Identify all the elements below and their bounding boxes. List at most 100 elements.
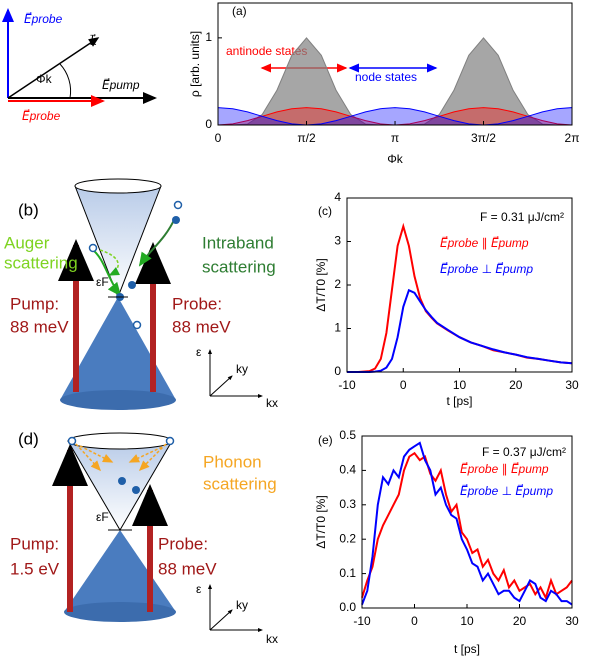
axis-label: ky: [236, 598, 248, 612]
y-tick-label: 0.5: [339, 428, 356, 442]
y-tick-label: 4: [334, 190, 341, 204]
y-axis-label: ΔT/T0 [%]: [314, 495, 328, 548]
y-axis-label: ρ [arb. units]: [188, 31, 202, 97]
carrier: [132, 486, 140, 494]
vector-label: E⃗pump: [102, 78, 140, 92]
cone-top: [74, 178, 162, 194]
y-tick-label: 3: [334, 234, 341, 248]
y-tick-label: 2: [334, 277, 341, 291]
arrow: [128, 446, 163, 463]
arrow: [79, 445, 114, 463]
x-tick-label: 3π/2: [471, 131, 496, 145]
angle-arc: [59, 63, 72, 99]
arrow: [138, 443, 167, 472]
label: Pump:: [10, 294, 59, 313]
panel-d: (d) Phonon scattering Pump: 1.5 eV Probe…: [10, 429, 278, 646]
carrier: [173, 200, 183, 210]
x-tick-label: 20: [509, 378, 523, 392]
axis-label: ε: [196, 345, 202, 359]
series-line: [347, 288, 573, 373]
label: 88 meV: [10, 317, 69, 336]
legend-label: E⃗probe ⊥ E⃗pump: [460, 484, 553, 498]
label: Intraband: [202, 233, 274, 252]
series-line: [217, 107, 573, 126]
carrier: [165, 436, 175, 446]
upper-cone: [74, 185, 162, 299]
panel-label: (d): [18, 429, 39, 448]
annotation: F = 0.37 μJ/cm²: [482, 445, 566, 459]
angle-label: Φk: [36, 72, 53, 86]
axis-label: kx: [266, 632, 278, 646]
y-tick-label: 0.3: [339, 497, 356, 511]
x-tick-label: 0: [400, 378, 407, 392]
upper-cone: [67, 440, 173, 531]
y-tick-label: 1: [205, 30, 212, 44]
panel-label: (a): [232, 4, 247, 18]
x-tick-label: π/2: [297, 131, 316, 145]
label: scattering: [4, 253, 78, 272]
annotation: node states: [355, 70, 417, 84]
y-axis-label: ΔT/T0 [%]: [314, 258, 328, 311]
arrow: [75, 443, 102, 472]
series-line: [217, 107, 573, 126]
x-tick-label: 0: [215, 131, 222, 145]
arrow: [7, 37, 100, 99]
legend-label: E⃗probe ⊥ E⃗pump: [440, 262, 533, 276]
vector-diagram: E⃗probe k⃗ Φk E⃗pump E⃗probe: [1, 8, 157, 123]
legend-label: E⃗probe ∥ E⃗pump: [440, 236, 529, 250]
label: 88 meV: [172, 317, 231, 336]
x-tick-label: -10: [338, 378, 356, 392]
scatter-arrow: [138, 217, 176, 267]
vector-label: E⃗probe: [24, 12, 63, 26]
y-tick-label: 0.1: [339, 566, 356, 580]
carrier: [172, 216, 180, 224]
axis: [209, 375, 233, 397]
x-axis-label: t [ps]: [454, 642, 480, 656]
axis-label: kx: [266, 396, 278, 410]
annotation: F = 0.31 μJ/cm²: [480, 210, 564, 224]
carrier: [118, 477, 126, 485]
panel-b: (b) Auger scattering Intraband scatterin…: [4, 178, 278, 410]
label: Probe:: [158, 534, 208, 553]
x-tick-label: -10: [353, 614, 371, 628]
label: scattering: [202, 257, 276, 276]
y-tick-label: 0.4: [339, 463, 356, 477]
x-tick-label: 30: [565, 378, 579, 392]
series-line: [361, 451, 573, 601]
carrier: [132, 320, 142, 330]
panel-label: (c): [318, 204, 332, 218]
series-line: [361, 441, 573, 606]
label: scattering: [203, 474, 277, 493]
y-tick-label: 0.0: [339, 600, 356, 614]
label: Pump:: [10, 534, 59, 553]
x-tick-label: 10: [460, 614, 474, 628]
lower-cone: [60, 297, 176, 400]
scatter-arrow: [99, 249, 121, 276]
cone-top: [67, 432, 173, 450]
label: 1.5 eV: [10, 559, 60, 578]
x-axis-label: Φk: [387, 152, 404, 166]
cone-base: [60, 390, 176, 410]
panel-label: (e): [318, 433, 333, 447]
y-tick-label: 1: [334, 321, 341, 335]
vector-label: k⃗: [90, 34, 98, 48]
x-tick-label: 0: [411, 614, 418, 628]
x-tick-label: 30: [565, 614, 579, 628]
label: 88 meV: [158, 559, 217, 578]
cone-base: [64, 602, 176, 622]
axis-label: ε: [196, 582, 202, 596]
label: εF: [96, 275, 109, 289]
vector-label: E⃗probe: [22, 109, 61, 123]
y-tick-label: 0.2: [339, 531, 356, 545]
label: Auger: [4, 233, 50, 252]
x-axis-label: t [ps]: [446, 394, 472, 408]
annotation: antinode states: [226, 44, 307, 58]
carrier: [67, 436, 77, 446]
x-tick-label: 10: [453, 378, 467, 392]
label: Probe:: [172, 294, 222, 313]
carrier: [128, 281, 136, 289]
label: Phonon: [203, 452, 262, 471]
x-tick-label: 20: [513, 614, 527, 628]
carrier: [88, 243, 98, 253]
